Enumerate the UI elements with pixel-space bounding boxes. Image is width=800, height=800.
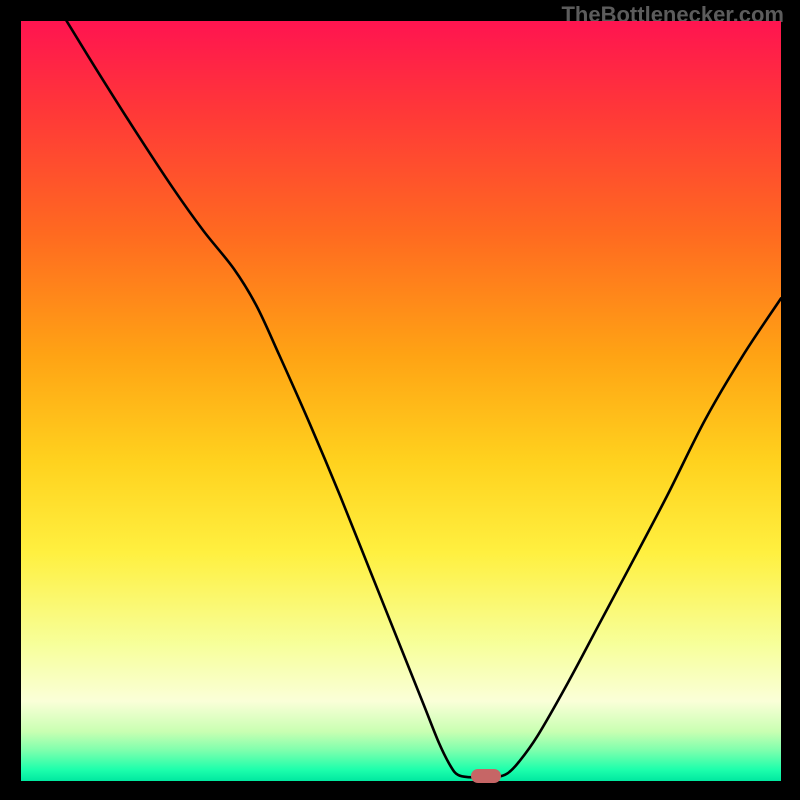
bottleneck-curve bbox=[21, 21, 781, 781]
plot-area bbox=[21, 21, 781, 781]
optimal-point-marker bbox=[471, 769, 501, 783]
chart-stage: TheBottlenecker.com bbox=[0, 0, 800, 800]
bottleneck-curve-path bbox=[67, 21, 781, 777]
